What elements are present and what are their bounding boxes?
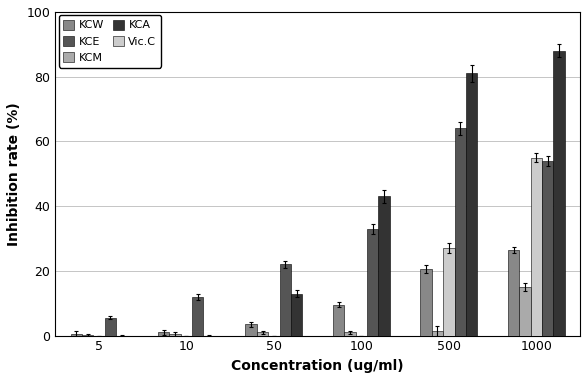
Bar [158,332,170,336]
Y-axis label: Inhibition rate (%): Inhibition rate (%) [7,102,21,245]
Bar [432,331,443,336]
Bar [333,305,345,336]
Bar [367,229,379,336]
Bar [70,334,82,336]
Legend: KCW, KCE, KCM, KCA, Vic.C: KCW, KCE, KCM, KCA, Vic.C [59,15,161,68]
Bar [345,332,356,336]
Bar [508,250,519,336]
Bar [170,334,181,336]
Bar [454,128,466,336]
Bar [291,294,302,336]
Bar [519,287,531,336]
Bar [192,297,204,336]
Bar [542,161,554,336]
Bar [82,335,93,336]
Bar [379,196,390,336]
X-axis label: Concentration (ug/ml): Concentration (ug/ml) [231,359,404,373]
Bar [466,73,477,336]
Bar [245,324,257,336]
Bar [104,318,116,336]
Bar [420,269,432,336]
Bar [554,51,565,336]
Bar [257,332,268,336]
Bar [443,248,454,336]
Bar [279,264,291,336]
Bar [531,158,542,336]
